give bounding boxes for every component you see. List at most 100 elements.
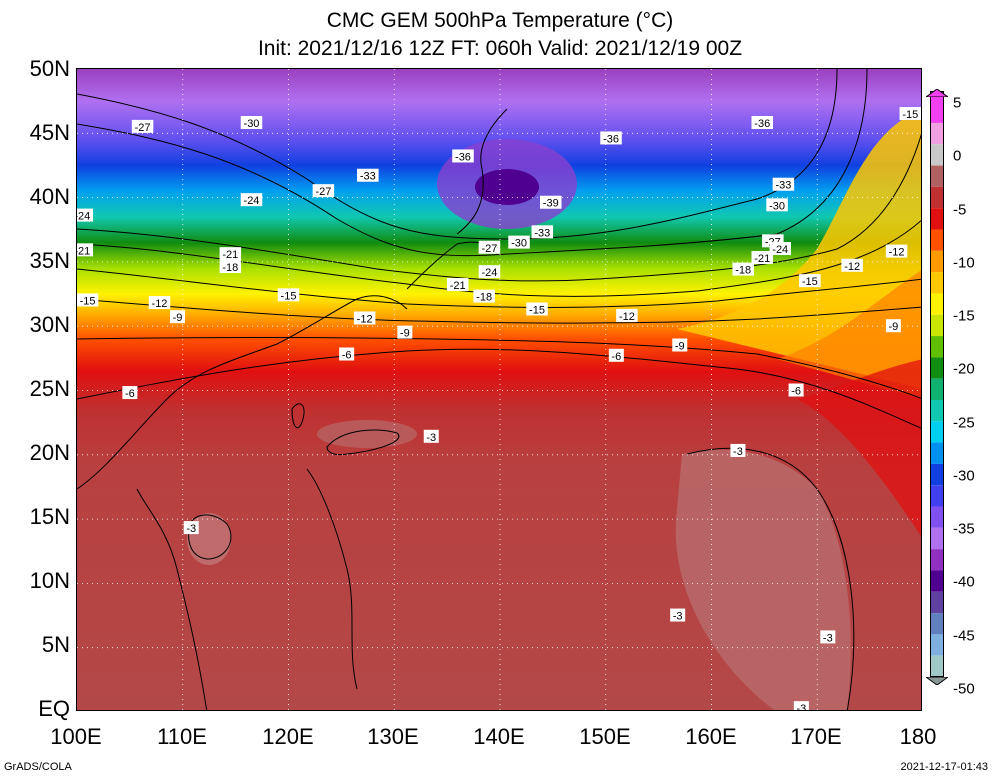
- colorbar-top-arrow: [926, 89, 948, 97]
- contour-line: [77, 69, 868, 257]
- temperature-map: -27 -30 -36 -36 -36 -33 -27 -24 -39 -33 -30 -33 -30 -…: [76, 68, 922, 711]
- colorbar-label: 0: [953, 147, 962, 165]
- lon-label: 150E: [579, 724, 631, 749]
- lat-label: 15N: [29, 504, 70, 529]
- coastlines: [77, 108, 508, 710]
- svg-text:-9: -9: [675, 340, 685, 352]
- svg-text:-24: -24: [772, 244, 788, 256]
- warm-pocket-east: [675, 449, 851, 710]
- colorbar-segment: [930, 250, 944, 273]
- colorbar-segment: [930, 442, 944, 464]
- lon-label: 160E: [685, 724, 737, 749]
- colorbar-segment: [930, 208, 944, 230]
- contour-label: -33: [357, 168, 379, 183]
- colorbar-segment: [930, 186, 944, 209]
- svg-text:-30: -30: [769, 200, 785, 212]
- lat-label: 45N: [29, 120, 70, 145]
- lat-label: 5N: [41, 632, 70, 657]
- contour-label: -18: [473, 289, 495, 304]
- lon-label: 100E: [50, 724, 102, 749]
- map-title-line1: CMC GEM 500hPa Temperature (°C): [326, 9, 674, 32]
- colorbar-label: -50: [953, 680, 975, 698]
- contour-label: -24: [77, 208, 94, 223]
- svg-text:-21: -21: [222, 249, 238, 261]
- footer-timestamp: 2021-12-17-01:43: [900, 761, 988, 773]
- contour-label: -21: [751, 251, 774, 265]
- lat-label: 20N: [29, 440, 70, 465]
- svg-text:-3: -3: [426, 432, 436, 444]
- coastline: [291, 403, 305, 429]
- contour-label: -9: [885, 319, 901, 333]
- svg-text:-18: -18: [222, 262, 238, 274]
- colorbar-label: -35: [953, 520, 975, 538]
- lat-label: 35N: [29, 248, 70, 273]
- colorbar-segment: [930, 570, 944, 592]
- svg-text:-36: -36: [455, 151, 471, 163]
- contour-label: -27: [312, 184, 335, 198]
- contour-label: -30: [766, 198, 788, 212]
- svg-text:-15: -15: [529, 304, 545, 316]
- contour-label: -21: [219, 247, 242, 261]
- colorbar-segment: [930, 165, 944, 187]
- svg-text:-33: -33: [360, 171, 376, 183]
- contour-label: -24: [240, 193, 263, 207]
- contour-label: -21: [446, 278, 469, 292]
- colorbar-segment: [930, 485, 944, 507]
- contour-line: [77, 298, 921, 324]
- svg-text:-6: -6: [791, 386, 801, 398]
- colorbar-segment: [930, 272, 944, 294]
- colorbar-segment: [930, 506, 944, 528]
- svg-text:-21: -21: [77, 245, 90, 257]
- contour-label: -9: [397, 325, 413, 340]
- contour-label: -6: [339, 347, 355, 361]
- svg-text:-12: -12: [357, 313, 373, 325]
- east-red-region: [797, 359, 921, 536]
- contour-label: -33: [531, 225, 554, 239]
- contour-label: -3: [183, 521, 199, 535]
- map-grid: [77, 69, 921, 710]
- colorbar-segment: [930, 399, 944, 422]
- svg-text:-9: -9: [400, 328, 410, 340]
- svg-text:-39: -39: [543, 198, 559, 210]
- svg-text:-9: -9: [888, 321, 898, 333]
- colorbar-segment: [930, 591, 944, 614]
- svg-text:-36: -36: [754, 118, 770, 130]
- lat-label: EQ: [38, 696, 70, 721]
- warm-pocket-ocean: [317, 420, 417, 448]
- colorbar-label: -25: [953, 414, 975, 432]
- svg-text:-18: -18: [735, 265, 751, 277]
- contour-label: -12: [353, 311, 376, 325]
- colorbar-segment: [930, 314, 944, 337]
- colorbar-segment: [930, 293, 944, 315]
- contour-line: [77, 337, 921, 399]
- colorbar-segment: [930, 421, 944, 443]
- svg-text:-3: -3: [186, 523, 196, 535]
- footer-credit: GrADS/COLA: [4, 761, 72, 773]
- svg-text:-3: -3: [796, 703, 806, 711]
- svg-text:-24: -24: [481, 267, 497, 279]
- colorbar-segment: [930, 634, 944, 656]
- lat-label: 10N: [29, 568, 70, 593]
- svg-text:-15: -15: [902, 109, 918, 121]
- svg-text:-36: -36: [603, 133, 619, 145]
- svg-text:-33: -33: [775, 180, 791, 192]
- svg-text:-6: -6: [125, 388, 135, 400]
- contour-label: -18: [732, 262, 754, 277]
- svg-text:-9: -9: [173, 312, 183, 324]
- map-canvas: -27 -30 -36 -36 -36 -33 -27 -24 -39 -33 -30 -33 -30 -…: [77, 69, 921, 711]
- contour-label: -3: [730, 443, 746, 458]
- colorbar-segment: [930, 122, 944, 145]
- svg-text:-27: -27: [135, 122, 151, 134]
- contour-label: -15: [77, 293, 99, 307]
- contour-label: -30: [508, 235, 530, 250]
- contour-label: -3: [793, 701, 809, 711]
- lat-label: 50N: [29, 56, 70, 81]
- contour-label: -9: [169, 310, 185, 324]
- lat-label: 30N: [29, 312, 70, 337]
- contour-line: [77, 220, 921, 297]
- contour-label: -12: [885, 244, 908, 259]
- contour-label: -30: [240, 116, 263, 130]
- svg-text:-3: -3: [673, 611, 683, 623]
- coastline: [77, 295, 408, 490]
- contour-label: -36: [452, 149, 474, 163]
